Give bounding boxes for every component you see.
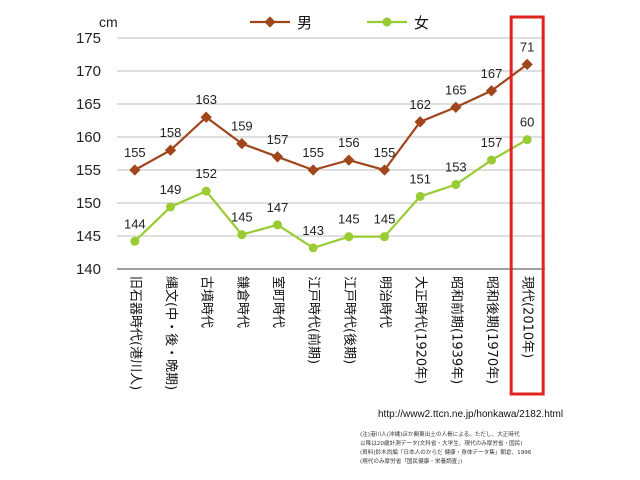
category-label: 江戸時代(前期) [306, 276, 322, 364]
female-point-marker [344, 232, 354, 242]
y-tick-label: 165 [76, 96, 101, 113]
data-label: 167 [481, 66, 503, 81]
data-label: 152 [195, 166, 217, 181]
male-point-marker [307, 164, 319, 176]
category-label: 旧石器時代(港川人) [127, 276, 142, 390]
data-label: 156 [338, 135, 360, 150]
y-tick-label: 160 [76, 129, 101, 146]
data-label: 159 [231, 119, 253, 134]
data-label: 145 [231, 210, 253, 225]
female-point-marker [273, 220, 282, 230]
series-lines [129, 58, 533, 253]
series-line-female [134, 138, 528, 250]
category-label: 縄文(中・後・晩期) [163, 276, 178, 390]
category-label: 昭和前期(1939年) [448, 276, 464, 384]
note-line: (現代のみ厚労省「国民健康・栄養調査」) [360, 459, 463, 465]
category-label: 昭和後期(1970年) [484, 276, 499, 384]
category-label: 鎌倉時代 [234, 276, 249, 328]
highlight-box [509, 15, 545, 396]
data-label: 155 [124, 145, 146, 160]
male-point-marker [378, 164, 391, 176]
data-label: 153 [445, 160, 467, 175]
female-point-marker [487, 155, 496, 165]
legend-label: 女 [414, 14, 429, 32]
gridlines [117, 37, 545, 270]
male-point-marker [450, 101, 462, 113]
data-label: 149 [160, 182, 182, 197]
y-tick-label: 150 [76, 195, 101, 212]
female-point-marker [130, 236, 140, 246]
y-tick-label: 155 [76, 162, 101, 179]
male-point-marker [343, 154, 355, 166]
female-point-marker [380, 232, 389, 242]
data-label: 144 [124, 216, 146, 231]
female-point-marker [522, 135, 532, 145]
data-label: 155 [302, 145, 324, 160]
note-line: (注)港川人(沖縄)ほか関東出土の人骨による。ただし、大正時代 [360, 432, 520, 438]
category-label: 大正時代(1920年) [413, 276, 428, 384]
legend-marker-female [382, 17, 392, 27]
female-point-marker [415, 191, 425, 201]
y-tick-label: 175 [76, 30, 101, 47]
data-labels: 155 158 163 159 157 155 156 155 162 165 167 71 144 14… [124, 39, 534, 237]
category-labels: 旧石器時代(港川人) 縄文(中・後・晩期) 古墳時代 鎌倉時代 室町時代 江戸時代(前期)… [127, 276, 534, 390]
female-point-marker [451, 180, 461, 190]
category-label: 現代(2010年) [520, 276, 535, 358]
y-axis: 140 145 150 155 160 165 170 175 [76, 30, 101, 278]
female-point-marker [308, 243, 318, 253]
category-label: 江戸時代(後期) [341, 276, 356, 364]
category-label: 室町時代 [270, 276, 286, 328]
data-label: 155 [374, 145, 396, 160]
source-url: http://www2.ttcn.ne.jp/honkawa/2182.html [378, 409, 564, 420]
note-line: 以降は20歳計測データ(文科省・大学生、現代のみ厚労省・国民) [360, 441, 523, 447]
data-label: 143 [302, 223, 324, 238]
y-tick-label: 170 [76, 63, 101, 80]
data-label: 71 [520, 39, 534, 54]
y-tick-label: 145 [76, 228, 101, 245]
category-label: 古墳時代 [199, 276, 214, 328]
data-label: 145 [374, 212, 396, 227]
legend: 男女 [250, 14, 429, 32]
female-point-marker [166, 202, 175, 212]
data-label: 60 [520, 115, 534, 130]
data-label: 145 [338, 212, 360, 227]
data-label: 165 [445, 82, 467, 97]
male-point-marker [129, 164, 141, 176]
data-label: 163 [195, 92, 217, 107]
data-label: 158 [160, 125, 182, 140]
female-point-marker [201, 186, 211, 196]
legend-label: 男 [297, 14, 312, 32]
female-point-marker [237, 230, 247, 240]
legend-marker-male [264, 16, 276, 28]
data-label: 157 [481, 135, 503, 150]
data-label: 162 [409, 97, 431, 112]
category-label: 明治時代 [377, 276, 392, 328]
series-line-male [134, 63, 528, 172]
data-label: 147 [267, 200, 289, 215]
y-tick-label: 140 [76, 261, 101, 278]
male-point-marker [164, 144, 177, 156]
y-unit-label: cm [99, 14, 118, 30]
male-point-marker [236, 137, 248, 150]
note-line: (資料)鈴木尚編「日本人のからだ 健康・身体データ集」朝倉、1996 [360, 450, 532, 456]
data-label: 151 [409, 171, 431, 186]
data-label: 157 [267, 132, 289, 147]
source-notes: (注)港川人(沖縄)ほか関東出土の人骨による。ただし、大正時代 以降は20歳計測… [360, 431, 560, 467]
male-point-marker [271, 151, 284, 163]
